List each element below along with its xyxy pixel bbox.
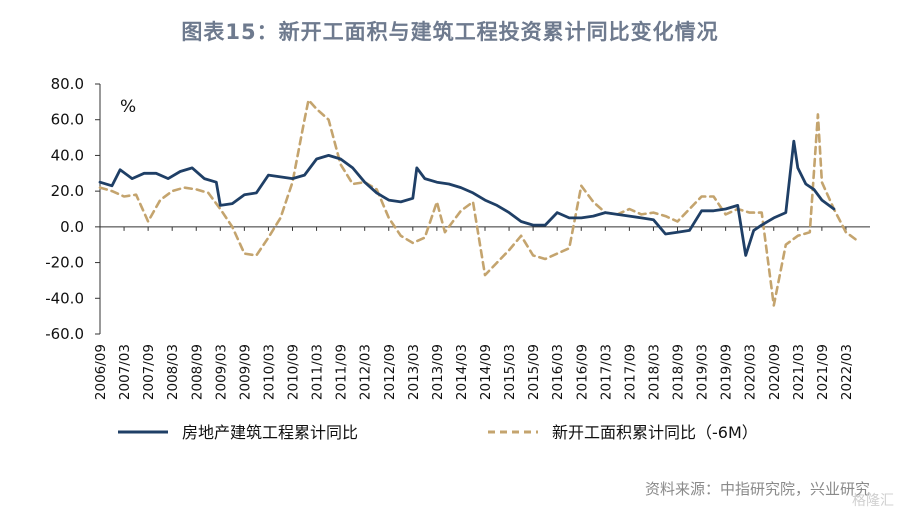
- y-axis: 80.0 60.0 40.0 20.0 0.0 -20.0 -40.0 -60.0: [45, 75, 101, 343]
- x-tick-label: 2013/09: [430, 344, 446, 400]
- x-tick-label: 2021/09: [815, 344, 831, 400]
- x-tick-label: 2011/03: [310, 344, 326, 400]
- series-line-construction: [98, 139, 836, 257]
- watermark: 格隆汇: [852, 493, 894, 509]
- x-tick-label: 2020/03: [743, 344, 759, 400]
- x-tick-label: 2018/03: [646, 344, 662, 400]
- x-tick-label: 2012/03: [358, 344, 374, 400]
- y-tick-label: -60.0: [45, 325, 84, 343]
- legend-label: 房地产建筑工程累计同比: [182, 423, 358, 442]
- x-tick-label: 2013/03: [406, 344, 422, 400]
- unit-label: %: [120, 97, 136, 117]
- x-tick-label: 2015/03: [502, 344, 518, 400]
- y-tick-label: 80.0: [51, 75, 84, 93]
- x-tick-label: 2009/09: [237, 344, 253, 400]
- x-tick-label: 2016/09: [574, 344, 590, 400]
- x-tick-label: 2015/09: [526, 344, 542, 400]
- legend-label: 新开工面积累计同比（-6M）: [552, 423, 758, 442]
- source-note: 资料来源：中指研究院，兴业研究: [644, 480, 870, 498]
- x-tick-label: 2014/03: [454, 344, 470, 400]
- y-tick-label: 20.0: [51, 182, 84, 200]
- y-tick-label: 40.0: [51, 146, 84, 164]
- x-tick-label: 2019/09: [719, 344, 735, 400]
- x-tick-label: 2011/09: [334, 344, 350, 400]
- y-tick-label: -20.0: [45, 254, 84, 272]
- x-tick-label: 2020/09: [767, 344, 783, 400]
- x-axis: 2006/09 2007/03 2007/09 2008/03 2008/09 2009/…: [93, 226, 870, 400]
- x-tick-label: 2012/09: [382, 344, 398, 400]
- x-tick-label: 2007/09: [141, 344, 157, 400]
- x-tick-label: 2017/03: [598, 344, 614, 400]
- series-line-new-starts: [98, 98, 860, 307]
- x-tick-label: 2016/03: [550, 344, 566, 400]
- x-tick-label: 2022/03: [839, 344, 855, 400]
- x-tick-label: 2009/03: [213, 344, 229, 400]
- y-tick-label: 0.0: [60, 218, 84, 236]
- y-tick-label: 60.0: [51, 111, 84, 129]
- x-tick-label: 2019/03: [695, 344, 711, 400]
- x-tick-label: 2018/09: [671, 344, 687, 400]
- chart-title: 图表15：新开工面积与建筑工程投资累计同比变化情况: [181, 20, 719, 44]
- x-tick-label: 2017/09: [622, 344, 638, 400]
- legend: 房地产建筑工程累计同比 新开工面积累计同比（-6M）: [118, 423, 758, 442]
- x-tick-label: 2014/09: [478, 344, 494, 400]
- y-tick-label: -40.0: [45, 289, 84, 307]
- x-tick-label: 2008/09: [189, 344, 205, 400]
- x-tick-label: 2010/09: [286, 344, 302, 400]
- x-tick-label: 2007/03: [117, 344, 133, 400]
- x-tick-label: 2008/03: [165, 344, 181, 400]
- x-tick-label: 2006/09: [93, 344, 109, 400]
- x-tick-label: 2021/03: [791, 344, 807, 400]
- series-layer: [98, 98, 860, 307]
- x-tick-label: 2010/03: [261, 344, 277, 400]
